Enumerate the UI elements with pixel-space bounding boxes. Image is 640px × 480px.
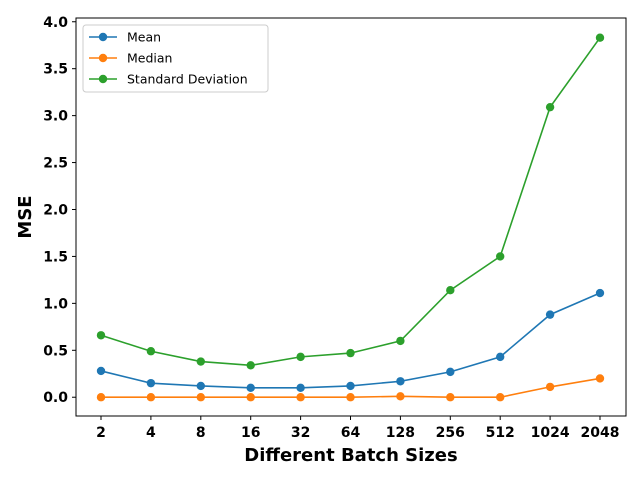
- y-tick-label: 1.0: [43, 296, 68, 312]
- data-point-median: [246, 393, 255, 402]
- data-point-mean: [396, 377, 405, 386]
- x-tick-label: 64: [341, 425, 361, 441]
- data-point-median: [196, 393, 205, 402]
- data-point-standard-deviation: [296, 352, 305, 362]
- data-point-median: [96, 393, 106, 402]
- data-point-standard-deviation: [396, 336, 405, 346]
- data-point-standard-deviation: [196, 357, 205, 366]
- legend: Mean Median Standard Deviation: [82, 24, 269, 93]
- x-tick-label: 256: [436, 425, 465, 441]
- series-line-mean: [100, 292, 601, 389]
- data-point-mean: [346, 381, 355, 391]
- x-tick-label: 16: [241, 425, 260, 441]
- y-tick-label: 3.0: [43, 109, 68, 125]
- data-point-standard-deviation: [346, 348, 355, 358]
- data-point-mean: [446, 367, 455, 377]
- legend-label-standard-deviation: Standard Deviation: [127, 72, 248, 87]
- data-point-standard-deviation: [496, 252, 505, 261]
- data-point-mean: [196, 381, 205, 391]
- x-tick-label: 2048: [581, 425, 620, 441]
- x-tick-label: 4: [146, 425, 156, 441]
- y-tick-label: 2.0: [43, 202, 68, 218]
- y-tick-label: 4.0: [43, 15, 68, 31]
- x-tick-label: 128: [386, 425, 415, 441]
- data-point-median: [146, 393, 156, 402]
- data-point-standard-deviation: [545, 102, 555, 112]
- y-tick-label: 2.5: [43, 156, 68, 172]
- x-tick-label: 512: [486, 425, 515, 441]
- data-point-standard-deviation: [96, 331, 106, 340]
- data-point-mean: [96, 366, 106, 376]
- y-tick-label: 3.5: [43, 62, 68, 78]
- data-point-median: [595, 374, 605, 383]
- legend-marker-median: [98, 53, 108, 63]
- data-point-median: [296, 393, 305, 402]
- data-point-mean: [595, 288, 605, 298]
- legend-label-median: Median: [127, 51, 172, 66]
- data-point-median: [396, 392, 405, 401]
- x-axis-title: Different Batch Sizes: [244, 445, 457, 466]
- legend-marker-standard-deviation: [98, 74, 108, 84]
- x-tick-label: 2: [96, 425, 106, 441]
- data-point-mean: [246, 383, 255, 393]
- data-point-median: [446, 393, 455, 402]
- data-point-median: [346, 393, 355, 402]
- y-axis-title: MSE: [15, 195, 36, 238]
- legend-box: [82, 24, 269, 93]
- data-point-standard-deviation: [446, 286, 455, 295]
- data-point-standard-deviation: [595, 33, 605, 42]
- data-point-mean: [296, 383, 305, 393]
- legend-label-mean: Mean: [127, 30, 161, 45]
- data-point-mean: [146, 378, 156, 388]
- data-point-standard-deviation: [246, 361, 255, 370]
- y-tick-label: 0.5: [43, 343, 68, 359]
- data-point-median: [545, 382, 555, 392]
- y-tick-label: 0.0: [43, 390, 68, 406]
- data-point-standard-deviation: [146, 347, 156, 356]
- x-tick-label: 1024: [531, 425, 570, 441]
- y-tick-label: 1.5: [43, 249, 68, 265]
- data-point-median: [496, 393, 505, 402]
- data-point-mean: [545, 310, 555, 319]
- legend-marker-mean: [98, 32, 108, 42]
- data-point-mean: [496, 352, 505, 362]
- x-tick-label: 32: [291, 425, 310, 441]
- x-tick-label: 8: [196, 425, 206, 441]
